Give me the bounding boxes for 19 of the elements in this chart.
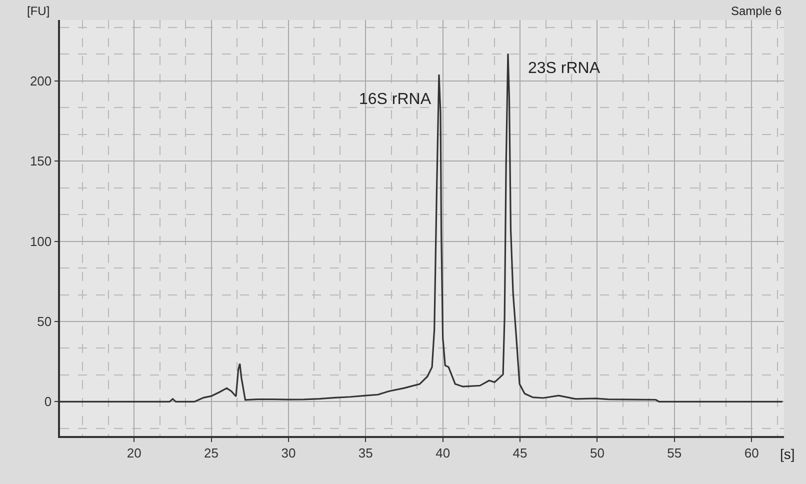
y-tick-label: 150 [30,154,52,169]
y-tick-label: 200 [30,73,52,88]
annotation: 23S rRNA [528,60,600,77]
x-tick-label: 35 [358,445,373,460]
x-tick-label: 40 [436,445,450,460]
x-tick-label: 30 [281,445,296,460]
y-tick-label: 100 [30,234,52,249]
y-tick-label: 0 [44,394,52,410]
y-axis-title: [FU] [27,4,50,18]
x-tick-label: 20 [126,445,142,460]
x-tick-label: 45 [512,445,528,460]
x-axis-title: [s] [780,446,795,462]
x-tick-label: 60 [744,445,759,460]
annotation: 16S rRNA [359,91,432,108]
y-tick-label: 50 [37,314,52,330]
chart-title: Sample 6 [731,4,782,18]
x-tick-label: 50 [590,445,604,460]
x-tick-label: 25 [204,445,219,460]
x-tick-label: 55 [667,445,682,460]
